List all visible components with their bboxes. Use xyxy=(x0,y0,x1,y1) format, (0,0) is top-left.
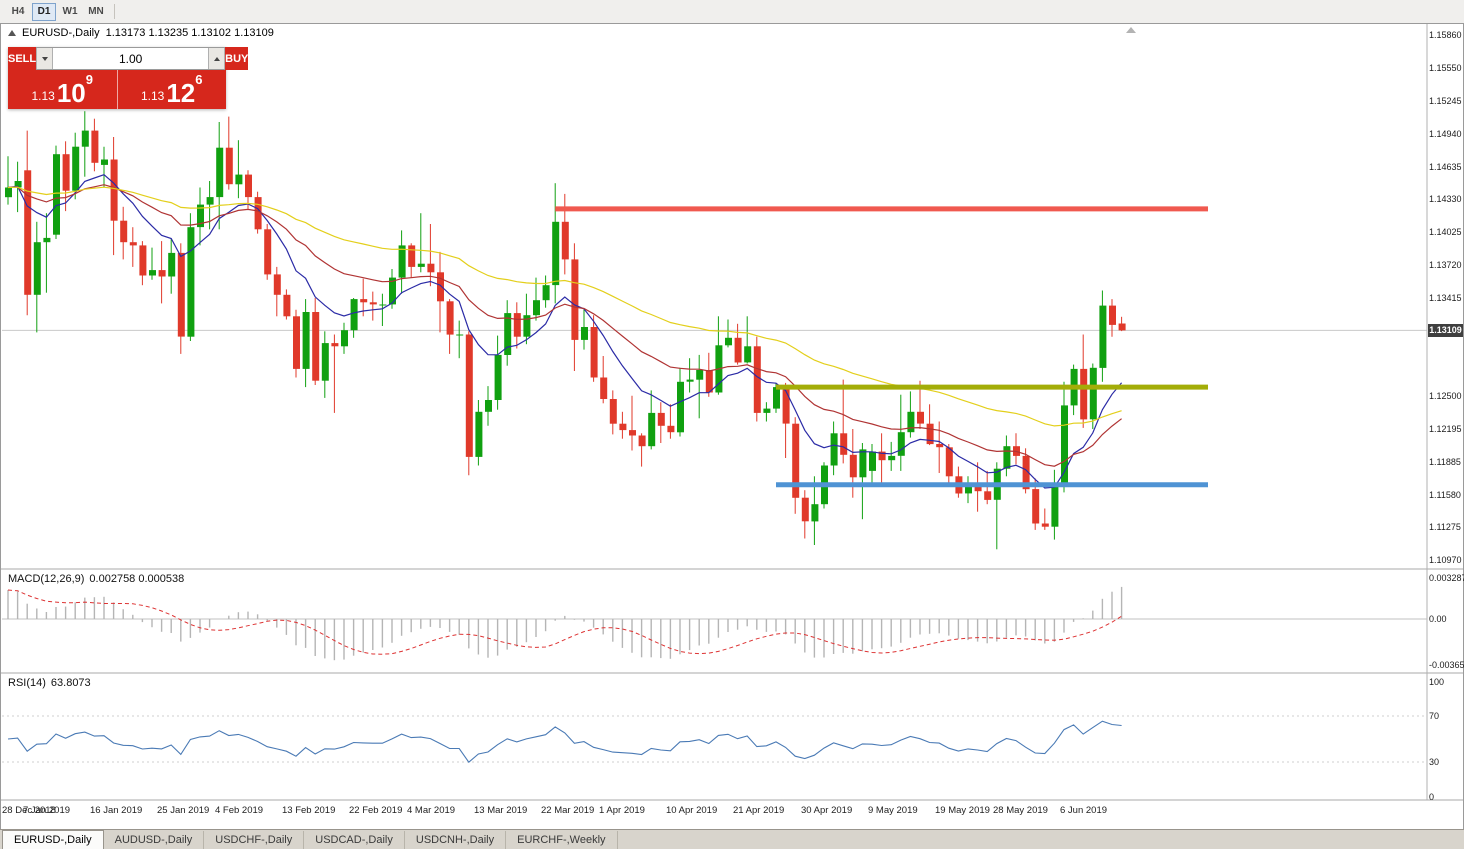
chart-tab-eurusd-daily[interactable]: EURUSD-,Daily xyxy=(2,830,104,849)
timeframe-button-w1[interactable]: W1 xyxy=(62,6,78,17)
buy-price[interactable]: 1.13 12 6 xyxy=(118,70,227,109)
toolbar: H4 D1 W1 MN xyxy=(0,0,1464,23)
chart-title: EURUSD-,Daily xyxy=(22,27,100,39)
volume-increase-button[interactable] xyxy=(208,48,226,69)
volume-decrease-button[interactable] xyxy=(36,48,54,69)
chart-tab-eurchf-weekly[interactable]: EURCHF-,Weekly xyxy=(506,831,618,849)
chart-tab-audusd-daily[interactable]: AUDUSD-,Daily xyxy=(104,831,205,849)
timeframe-button-h4[interactable]: H4 xyxy=(11,6,25,17)
chart-ohlc-values: 1.13173 1.13235 1.13102 1.13109 xyxy=(105,27,274,39)
macd-signal-line xyxy=(7,589,1122,655)
chart-tab-usdcnh-daily[interactable]: USDCNH-,Daily xyxy=(405,831,507,849)
ma-line-10 xyxy=(7,174,1123,489)
sell-price-pips: 10 xyxy=(56,78,86,108)
volume-control xyxy=(36,47,226,70)
toolbar-separator xyxy=(114,4,115,19)
chart-canvas[interactable] xyxy=(0,24,1464,821)
chart-tab-usdchf-daily[interactable]: USDCHF-,Daily xyxy=(204,831,305,849)
rsi-line xyxy=(7,720,1122,764)
macd-indicator-label: MACD(12,26,9) 0.002758 0.000538 xyxy=(8,573,184,585)
chart-window xyxy=(0,23,1464,829)
chevron-down-icon xyxy=(41,56,48,61)
buy-price-pips: 12 xyxy=(166,78,196,108)
macd-label-text: MACD(12,26,9) xyxy=(8,573,85,585)
one-click-trading-panel: SELL BUY 1.13 10 9 1.13 12 6 xyxy=(8,47,249,109)
buy-button[interactable]: BUY xyxy=(225,47,249,70)
chart-header: EURUSD-,Daily 1.13173 1.13235 1.13102 1.… xyxy=(8,27,274,39)
one-click-toggle-icon[interactable] xyxy=(8,30,16,36)
current-price-badge: 1.13109 xyxy=(1428,324,1463,337)
sell-price[interactable]: 1.13 10 9 xyxy=(8,70,118,109)
rsi-label-text: RSI(14) xyxy=(8,677,46,689)
macd-values: 0.002758 0.000538 xyxy=(89,573,185,585)
buy-price-fraction: 6 xyxy=(195,72,203,87)
timeframe-button-group: H4 D1 W1 MN xyxy=(6,2,108,21)
sell-price-base: 1.13 xyxy=(31,89,55,103)
timeframe-button-mn[interactable]: MN xyxy=(88,6,104,17)
volume-input[interactable] xyxy=(53,48,209,69)
trade-panel-prices: 1.13 10 9 1.13 12 6 xyxy=(8,70,226,109)
sell-price-fraction: 9 xyxy=(85,72,93,87)
buy-price-base: 1.13 xyxy=(140,89,165,103)
macd-histogram xyxy=(7,586,1123,661)
ma-line-25 xyxy=(7,184,1122,467)
sell-button[interactable]: SELL xyxy=(8,47,37,70)
rsi-indicator-label: RSI(14) 63.8073 xyxy=(8,677,91,689)
rsi-value: 63.8073 xyxy=(50,677,91,689)
ma-line-55 xyxy=(7,186,1122,427)
chart-tab-bar: EURUSD-,Daily AUDUSD-,Daily USDCHF-,Daily U… xyxy=(0,829,1464,849)
scroll-to-end-icon[interactable] xyxy=(1126,27,1136,33)
trade-panel-controls: SELL BUY xyxy=(8,47,249,70)
chart-tab-usdcad-daily[interactable]: USDCAD-,Daily xyxy=(304,831,405,849)
chevron-up-icon xyxy=(213,56,220,61)
timeframe-button-d1[interactable]: D1 xyxy=(32,2,56,21)
